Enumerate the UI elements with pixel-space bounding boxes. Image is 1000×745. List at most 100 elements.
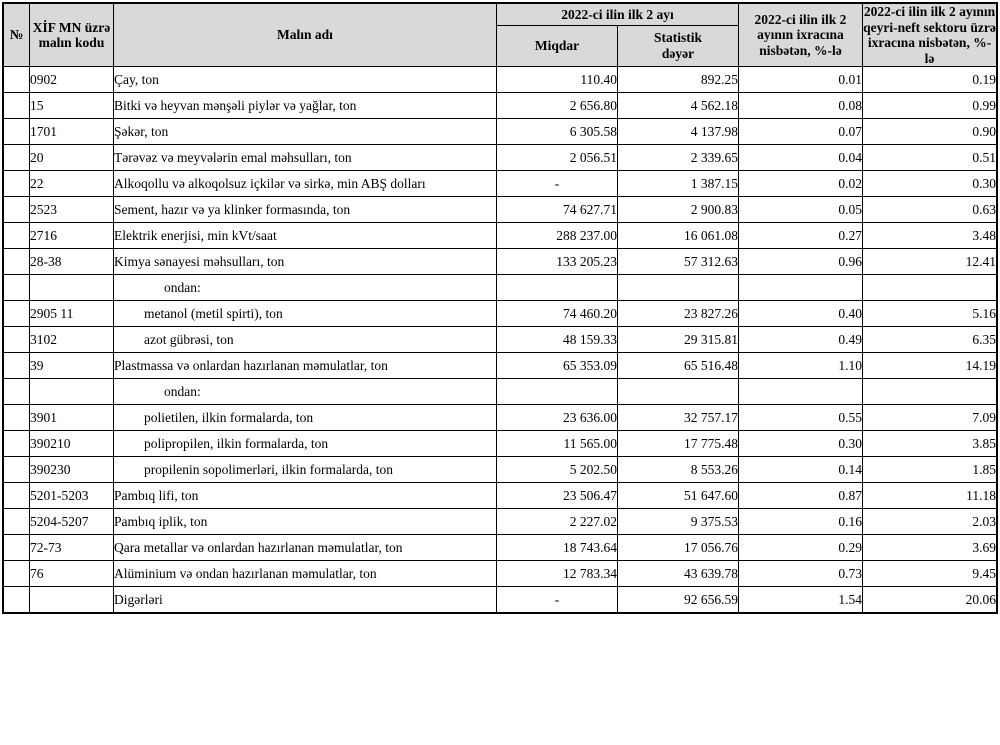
cell-quantity: 2 056.51 [496, 144, 618, 172]
cell-row-number [2, 66, 30, 94]
cell-row-number [2, 222, 30, 250]
cell-goods-code: 2716 [29, 222, 114, 250]
table-row: 72-73 Qara metallar və onlardan hazırlana… [2, 534, 998, 562]
cell-goods-code: 5201-5203 [29, 482, 114, 510]
column-header-row-number: № [2, 2, 30, 68]
table-body: 0902 Çay, ton 110.40 892.25 0.01 0.19 15 Bitki … [2, 66, 998, 614]
cell-row-number [2, 378, 30, 406]
cell-goods-name: Alüminium və ondan hazırlanan məmulatlar… [113, 560, 497, 588]
table-row: 76 Alüminium və ondan hazırlanan məmulatl… [2, 560, 998, 588]
column-header-statistical-value: Statistik dəyər [617, 24, 739, 68]
cell-share-of-export: 0.04 [738, 144, 863, 172]
cell-row-number [2, 482, 30, 510]
column-header-period-group: 2022-ci ilin ilk 2 ayı [496, 2, 739, 26]
cell-share-of-export: 0.05 [738, 196, 863, 224]
cell-row-number [2, 144, 30, 172]
cell-goods-name: Alkoqollu və alkoqolsuz içkilər və sirkə… [113, 170, 497, 198]
cell-statistical-value: 8 553.26 [617, 456, 739, 484]
export-goods-table: № XİF MN üzrə malın kodu Malın adı 2022-… [2, 2, 998, 615]
cell-quantity: 2 656.80 [496, 92, 618, 120]
cell-goods-name: Digərləri [113, 586, 497, 614]
cell-share-of-nonoil-export: 3.85 [862, 430, 998, 458]
cell-goods-code: 2523 [29, 196, 114, 224]
cell-goods-name: ondan: [113, 378, 497, 406]
cell-row-number [2, 274, 30, 302]
cell-goods-code: 15 [29, 92, 114, 120]
cell-share-of-export: 0.02 [738, 170, 863, 198]
cell-goods-code: 76 [29, 560, 114, 588]
cell-share-of-export [738, 378, 863, 406]
cell-share-of-nonoil-export: 0.19 [862, 66, 998, 94]
column-header-quantity: Miqdar [496, 24, 618, 68]
cell-quantity: 2 227.02 [496, 508, 618, 536]
table-row: ondan: [2, 274, 998, 302]
cell-quantity: 23 506.47 [496, 482, 618, 510]
cell-row-number [2, 456, 30, 484]
cell-goods-name: Plastmassa və onlardan hazırlanan məmula… [113, 352, 497, 380]
cell-goods-code: 20 [29, 144, 114, 172]
table-header: № XİF MN üzrə malın kodu Malın adı 2022-… [2, 2, 998, 68]
cell-quantity: - [496, 586, 618, 614]
cell-quantity: 18 743.64 [496, 534, 618, 562]
cell-goods-name: Şəkər, ton [113, 118, 497, 146]
cell-share-of-export: 0.07 [738, 118, 863, 146]
cell-share-of-export [738, 274, 863, 302]
column-header-statistical-value-line1: Statistik [653, 30, 702, 46]
cell-share-of-nonoil-export: 12.41 [862, 248, 998, 276]
cell-goods-name: azot gübrəsi, ton [113, 326, 497, 354]
cell-goods-code: 3102 [29, 326, 114, 354]
cell-statistical-value: 51 647.60 [617, 482, 739, 510]
cell-goods-name: Bitki və heyvan mənşəli piylər və yağlar… [113, 92, 497, 120]
cell-goods-code: 22 [29, 170, 114, 198]
cell-goods-name: Tərəvəz və meyvələrin emal məhsulları, t… [113, 144, 497, 172]
cell-share-of-export: 0.87 [738, 482, 863, 510]
cell-row-number [2, 118, 30, 146]
cell-goods-code: 1701 [29, 118, 114, 146]
cell-statistical-value: 2 900.83 [617, 196, 739, 224]
cell-share-of-export: 1.54 [738, 586, 863, 614]
cell-goods-code: 2905 11 [29, 300, 114, 328]
cell-quantity: 23 636.00 [496, 404, 618, 432]
cell-share-of-nonoil-export: 3.48 [862, 222, 998, 250]
cell-statistical-value: 43 639.78 [617, 560, 739, 588]
cell-share-of-export: 0.29 [738, 534, 863, 562]
cell-row-number [2, 300, 30, 328]
table-row: 5204-5207 Pambıq iplik, ton 2 227.02 9 375.… [2, 508, 998, 536]
table-row: 390230 propilenin sopolimerləri, ilkin fo… [2, 456, 998, 484]
cell-share-of-export: 0.96 [738, 248, 863, 276]
cell-share-of-nonoil-export: 3.69 [862, 534, 998, 562]
cell-share-of-export: 0.16 [738, 508, 863, 536]
cell-goods-code: 0902 [29, 66, 114, 94]
cell-row-number [2, 92, 30, 120]
cell-row-number [2, 196, 30, 224]
cell-quantity: 6 305.58 [496, 118, 618, 146]
table-row: 22 Alkoqollu və alkoqolsuz içkilər və sir… [2, 170, 998, 198]
cell-goods-code: 28-38 [29, 248, 114, 276]
cell-goods-name: Pambıq lifi, ton [113, 482, 497, 510]
column-header-goods-name: Malın adı [113, 2, 497, 68]
cell-quantity: 74 460.20 [496, 300, 618, 328]
column-header-statistical-value-line2: dəyər [661, 45, 695, 61]
cell-goods-name: Qara metallar və onlardan hazırlanan məm… [113, 534, 497, 562]
cell-statistical-value: 9 375.53 [617, 508, 739, 536]
cell-statistical-value: 1 387.15 [617, 170, 739, 198]
cell-row-number [2, 352, 30, 380]
cell-row-number [2, 404, 30, 432]
table-row: 3901 polietilen, ilkin formalarda, ton 23 … [2, 404, 998, 432]
cell-goods-name: metanol (metil spirti), ton [113, 300, 497, 328]
cell-goods-code: 72-73 [29, 534, 114, 562]
cell-statistical-value: 17 056.76 [617, 534, 739, 562]
cell-goods-name: Kimya sənayesi məhsulları, ton [113, 248, 497, 276]
cell-quantity: 74 627.71 [496, 196, 618, 224]
cell-share-of-export: 0.73 [738, 560, 863, 588]
cell-statistical-value [617, 274, 739, 302]
cell-goods-name: Pambıq iplik, ton [113, 508, 497, 536]
cell-goods-code: 3901 [29, 404, 114, 432]
cell-row-number [2, 430, 30, 458]
cell-share-of-nonoil-export: 6.35 [862, 326, 998, 354]
cell-row-number [2, 560, 30, 588]
cell-goods-code: 39 [29, 352, 114, 380]
header-row-sub: Miqdar Statistik dəyər [3, 24, 997, 68]
cell-share-of-export: 0.55 [738, 404, 863, 432]
